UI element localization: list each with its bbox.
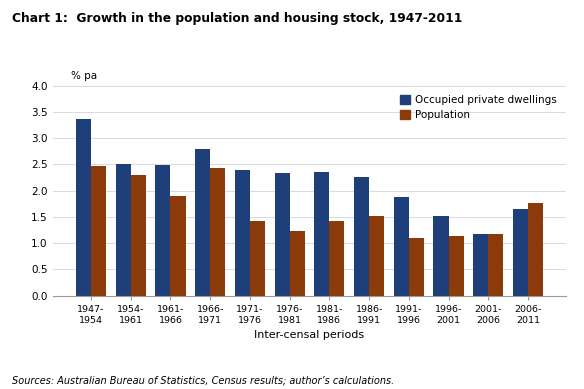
Bar <box>449 236 464 296</box>
Text: Chart 1:  Growth in the population and housing stock, 1947-2011: Chart 1: Growth in the population and ho… <box>12 12 462 25</box>
Bar <box>473 234 488 296</box>
Bar <box>409 238 424 296</box>
Bar <box>155 165 171 296</box>
Text: % pa: % pa <box>71 71 98 81</box>
Bar <box>329 221 345 296</box>
Bar <box>314 172 329 296</box>
Bar <box>250 221 265 296</box>
Bar <box>91 166 106 296</box>
Bar <box>394 197 409 296</box>
Bar <box>488 234 503 296</box>
Bar <box>116 165 131 296</box>
Bar <box>195 149 210 296</box>
Bar <box>369 216 384 296</box>
Bar <box>210 168 225 296</box>
Bar <box>290 231 305 296</box>
Bar <box>354 177 369 296</box>
Text: Sources: Australian Bureau of Statistics, Census results; author’s calculations.: Sources: Australian Bureau of Statistics… <box>12 375 394 385</box>
Bar <box>131 175 146 296</box>
Bar <box>528 203 543 296</box>
Bar <box>235 170 250 296</box>
Bar <box>274 173 290 296</box>
Bar <box>76 119 91 296</box>
Bar <box>513 209 528 296</box>
Legend: Occupied private dwellings, Population: Occupied private dwellings, Population <box>395 91 561 124</box>
Bar <box>171 196 186 296</box>
X-axis label: Inter-censal periods: Inter-censal periods <box>255 330 364 340</box>
Bar <box>433 216 449 296</box>
